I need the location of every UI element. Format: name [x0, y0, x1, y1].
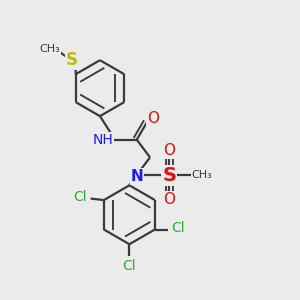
Text: NH: NH [92, 133, 113, 147]
Text: O: O [163, 192, 175, 207]
Text: Cl: Cl [123, 259, 136, 273]
Text: O: O [147, 111, 159, 126]
Text: CH₃: CH₃ [192, 170, 212, 180]
Text: O: O [163, 143, 175, 158]
Text: CH₃: CH₃ [40, 44, 60, 54]
Text: S: S [162, 166, 176, 184]
Text: N: N [130, 169, 143, 184]
Text: Cl: Cl [74, 190, 87, 204]
Text: S: S [66, 51, 78, 69]
Text: Cl: Cl [172, 221, 185, 235]
